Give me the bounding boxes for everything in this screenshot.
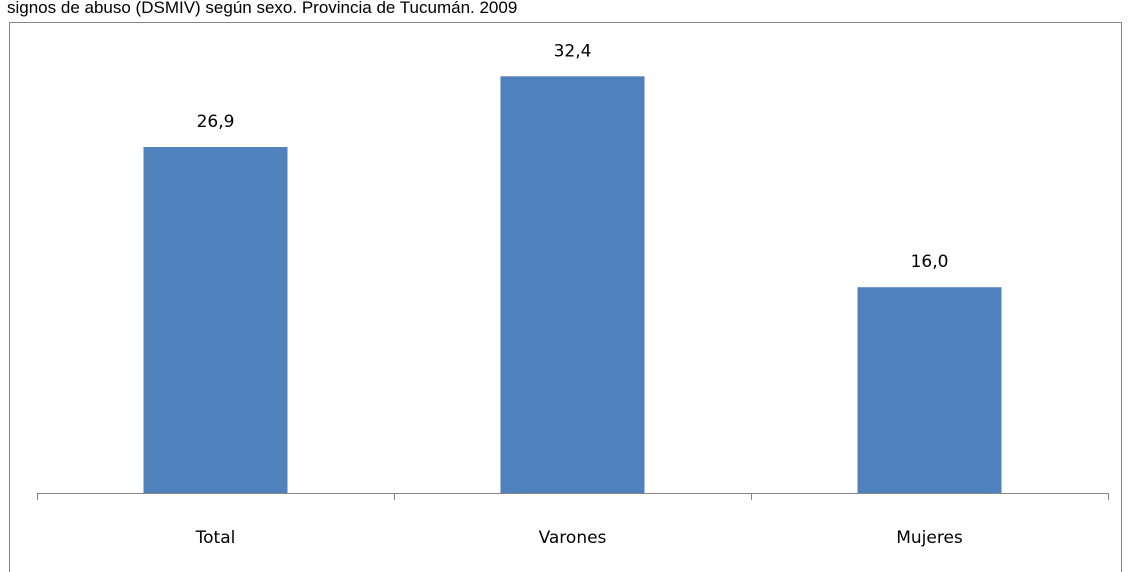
bar bbox=[857, 287, 1002, 493]
bar bbox=[143, 147, 288, 493]
x-tick-label: Mujeres bbox=[896, 528, 963, 548]
data-label: 26,9 bbox=[197, 112, 235, 132]
x-tick-label: Total bbox=[195, 528, 236, 548]
data-label: 16,0 bbox=[911, 252, 949, 272]
chart-title: signos de abuso (DSMIV) según sexo. Prov… bbox=[7, 0, 517, 17]
x-tick-label: Varones bbox=[539, 528, 607, 548]
bar bbox=[500, 76, 645, 494]
data-label: 32,4 bbox=[554, 41, 592, 61]
